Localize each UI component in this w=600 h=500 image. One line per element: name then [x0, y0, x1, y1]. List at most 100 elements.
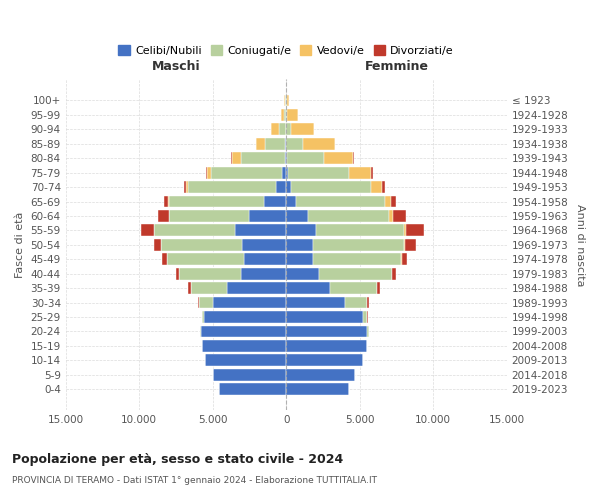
Bar	[389, 210, 393, 222]
Bar	[198, 296, 199, 308]
Bar	[202, 311, 204, 323]
Bar	[405, 239, 416, 250]
Bar	[201, 326, 286, 338]
Text: Maschi: Maschi	[152, 60, 200, 73]
Bar	[218, 384, 286, 395]
Bar	[206, 166, 207, 178]
Bar	[241, 152, 285, 164]
Bar	[164, 196, 168, 207]
Bar	[250, 210, 286, 222]
Bar	[292, 124, 314, 135]
Bar	[316, 224, 404, 236]
Bar	[349, 166, 371, 178]
Bar	[191, 282, 227, 294]
Bar	[265, 138, 286, 149]
Legend: Celibi/Nubili, Coniugati/e, Vedovi/e, Divorziati/e: Celibi/Nubili, Coniugati/e, Vedovi/e, Di…	[115, 42, 457, 60]
Bar	[284, 94, 286, 106]
Bar	[161, 239, 242, 250]
Bar	[286, 326, 367, 338]
Bar	[286, 166, 287, 178]
Bar	[286, 196, 296, 207]
Bar	[302, 138, 335, 149]
Bar	[286, 109, 287, 121]
Bar	[202, 340, 286, 352]
Bar	[242, 239, 286, 250]
Bar	[287, 152, 323, 164]
Bar	[256, 138, 265, 149]
Bar	[391, 196, 397, 207]
Bar	[264, 196, 286, 207]
Bar	[345, 296, 367, 308]
Bar	[286, 311, 362, 323]
Bar	[286, 152, 287, 164]
Bar	[154, 224, 235, 236]
Bar	[377, 282, 380, 294]
Bar	[367, 296, 368, 308]
Bar	[331, 282, 377, 294]
Bar	[404, 224, 406, 236]
Bar	[285, 152, 286, 164]
Bar	[244, 254, 286, 265]
Text: Femmine: Femmine	[364, 60, 428, 73]
Bar	[286, 181, 290, 193]
Bar	[200, 326, 201, 338]
Bar	[169, 196, 264, 207]
Bar	[404, 239, 405, 250]
Bar	[286, 268, 319, 280]
Bar	[271, 124, 278, 135]
Bar	[406, 224, 424, 236]
Bar	[184, 181, 186, 193]
Bar	[179, 268, 241, 280]
Bar	[281, 109, 284, 121]
Bar	[287, 109, 298, 121]
Bar	[393, 210, 406, 222]
Bar	[232, 152, 241, 164]
Bar	[286, 369, 355, 380]
Bar	[286, 296, 345, 308]
Y-axis label: Anni di nascita: Anni di nascita	[575, 204, 585, 286]
Bar	[286, 124, 292, 135]
Bar	[167, 254, 244, 265]
Bar	[313, 254, 401, 265]
Bar	[162, 254, 167, 265]
Bar	[212, 296, 286, 308]
Bar	[286, 224, 316, 236]
Text: PROVINCIA DI TERAMO - Dati ISTAT 1° gennaio 2024 - Elaborazione TUTTITALIA.IT: PROVINCIA DI TERAMO - Dati ISTAT 1° genn…	[12, 476, 377, 485]
Bar	[286, 354, 362, 366]
Bar	[282, 166, 286, 178]
Bar	[207, 166, 211, 178]
Bar	[313, 239, 404, 250]
Bar	[287, 94, 289, 106]
Bar	[188, 282, 191, 294]
Bar	[296, 196, 385, 207]
Bar	[241, 268, 286, 280]
Bar	[176, 268, 179, 280]
Bar	[319, 268, 392, 280]
Bar	[286, 282, 331, 294]
Bar	[204, 311, 286, 323]
Y-axis label: Fasce di età: Fasce di età	[15, 212, 25, 278]
Bar	[323, 152, 353, 164]
Bar	[367, 326, 368, 338]
Bar	[371, 181, 382, 193]
Bar	[186, 181, 188, 193]
Bar	[286, 384, 349, 395]
Bar	[286, 210, 308, 222]
Bar	[227, 282, 286, 294]
Bar	[168, 196, 169, 207]
Bar	[371, 166, 373, 178]
Bar	[286, 138, 302, 149]
Bar	[154, 239, 161, 250]
Bar	[367, 311, 368, 323]
Bar	[286, 340, 367, 352]
Bar	[188, 181, 276, 193]
Bar	[158, 210, 169, 222]
Bar	[385, 196, 391, 207]
Bar	[308, 210, 389, 222]
Bar	[211, 166, 282, 178]
Bar	[287, 166, 349, 178]
Bar	[284, 109, 286, 121]
Bar	[290, 181, 371, 193]
Bar	[205, 354, 286, 366]
Bar	[199, 296, 212, 308]
